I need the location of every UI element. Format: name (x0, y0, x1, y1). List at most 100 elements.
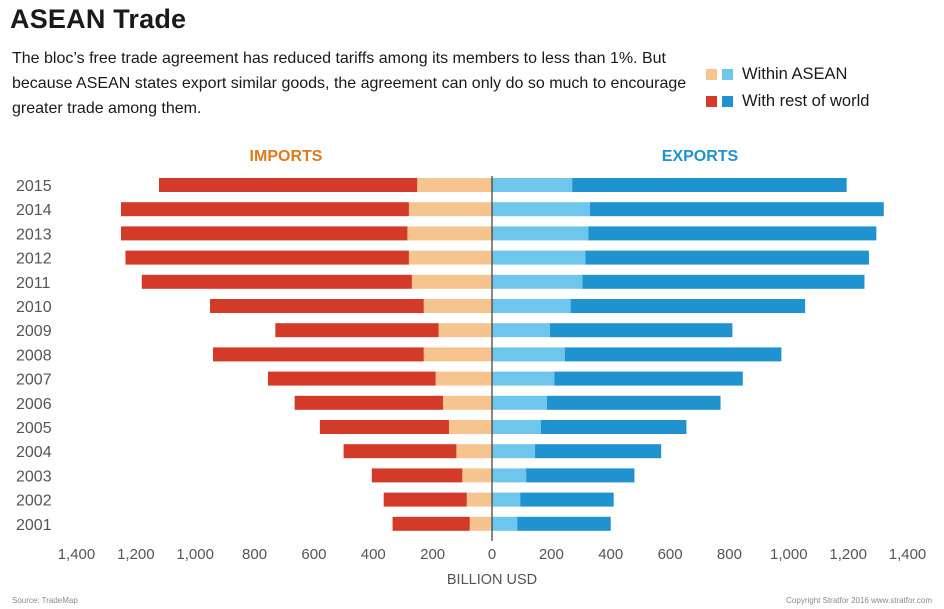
x-tick-1: 1,200 (117, 546, 155, 563)
bar-exports-rest-2002 (520, 492, 614, 507)
bar-exports-rest-2004 (535, 444, 662, 459)
bar-exports-within-2004 (492, 444, 536, 459)
bar-exports-rest-2008 (564, 347, 782, 362)
year-label-2008: 2008 (16, 347, 52, 364)
year-labels: 2015 2014 2013 2012 2011 2010 2009 2008 2007 2006… (16, 178, 52, 534)
chart-subtitle: The bloc’s free trade agreement has redu… (12, 50, 687, 117)
bar-imports-rest-2004 (343, 444, 457, 459)
bar-exports-within-2012 (492, 250, 586, 265)
x-tick-12: 1,000 (770, 546, 808, 563)
year-label-2012: 2012 (16, 251, 52, 268)
bar-exports-within-2001 (492, 516, 518, 531)
bar-imports-within-2013 (407, 226, 492, 241)
bar-imports-within-2015 (417, 178, 492, 192)
copyright-note: Copyright Stratfor 2016 www.stratfor.com (786, 596, 932, 605)
source-note: Source: TradeMap (12, 596, 78, 605)
bar-exports-rest-2009 (549, 323, 733, 338)
bar-imports-within-2006 (443, 395, 492, 410)
legend-item-rest: With rest of world (706, 88, 869, 115)
x-tick-3: 800 (242, 546, 267, 563)
x-tick-11: 800 (717, 546, 742, 563)
year-label-2015: 2015 (16, 178, 52, 195)
bar-imports-rest-2005 (319, 420, 449, 434)
bar-imports-rest-2008 (213, 347, 424, 362)
bar-exports-rest-2006 (546, 395, 721, 410)
legend-label-within: Within ASEAN (742, 65, 848, 83)
bar-imports-within-2012 (408, 250, 492, 265)
bar-exports-within-2006 (492, 395, 547, 410)
bar-imports-within-2011 (411, 274, 492, 289)
bar-exports-rest-2003 (526, 468, 635, 483)
x-tick-2: 1,000 (176, 546, 214, 563)
legend-swatch-within-exports (722, 69, 733, 80)
bar-imports-rest-2010 (210, 299, 424, 313)
x-tick-13: 1,200 (829, 546, 867, 563)
year-label-2005: 2005 (16, 420, 52, 437)
x-tick-0: 1,400 (58, 546, 96, 563)
year-label-2003: 2003 (16, 468, 52, 485)
bar-exports-within-2005 (492, 420, 541, 434)
imports-header: IMPORTS (250, 148, 323, 165)
bar-imports-within-2014 (408, 202, 492, 217)
bar-imports-rest-2012 (125, 250, 409, 265)
bar-exports-within-2003 (492, 468, 527, 483)
bar-imports-rest-2001 (392, 516, 470, 531)
bars-group (121, 178, 884, 531)
x-tick-labels: 1,400 1,200 1,000 800 600 400 200 0 200 400 600 800… (58, 546, 927, 563)
bar-imports-rest-2014 (121, 202, 409, 217)
bar-imports-within-2002 (466, 492, 492, 507)
bar-imports-within-2005 (448, 420, 492, 434)
bar-exports-within-2015 (492, 178, 573, 192)
year-label-2006: 2006 (16, 396, 52, 413)
legend-swatch-within-imports (706, 69, 717, 80)
bar-imports-rest-2013 (121, 226, 408, 241)
bar-imports-rest-2002 (383, 492, 467, 507)
bar-imports-rest-2015 (158, 178, 418, 192)
bar-exports-within-2011 (492, 274, 583, 289)
year-label-2007: 2007 (16, 372, 52, 389)
bar-imports-within-2010 (423, 299, 492, 313)
bar-imports-within-2003 (462, 468, 492, 483)
x-tick-5: 400 (361, 546, 386, 563)
x-tick-14: 1,400 (889, 546, 927, 563)
bar-exports-rest-2001 (517, 516, 611, 531)
year-label-2004: 2004 (16, 444, 52, 461)
year-label-2013: 2013 (16, 226, 52, 243)
bar-imports-within-2008 (423, 347, 492, 362)
bar-exports-rest-2005 (540, 420, 687, 434)
bar-imports-within-2007 (435, 371, 492, 386)
year-label-2001: 2001 (16, 517, 52, 534)
bar-exports-within-2009 (492, 323, 550, 338)
bar-exports-within-2002 (492, 492, 521, 507)
bar-exports-within-2008 (492, 347, 565, 362)
x-tick-9: 400 (598, 546, 623, 563)
chart-title: ASEAN Trade (10, 4, 187, 34)
bar-imports-within-2001 (469, 516, 492, 531)
bar-exports-rest-2014 (589, 202, 884, 217)
bar-exports-rest-2007 (554, 371, 743, 386)
x-tick-6: 200 (420, 546, 445, 563)
bar-exports-within-2014 (492, 202, 590, 217)
legend-item-within: Within ASEAN (706, 61, 869, 88)
bar-imports-rest-2003 (371, 468, 463, 483)
bar-imports-rest-2009 (275, 323, 439, 338)
year-label-2014: 2014 (16, 202, 52, 219)
x-tick-7: 0 (488, 546, 496, 563)
exports-header: EXPORTS (662, 148, 739, 165)
x-axis-label: BILLION USD (447, 572, 537, 588)
legend: Within ASEAN With rest of world (706, 61, 869, 115)
bar-imports-within-2009 (438, 323, 492, 338)
bar-imports-rest-2007 (267, 371, 436, 386)
year-label-2002: 2002 (16, 493, 52, 510)
year-label-2011: 2011 (16, 275, 51, 292)
x-tick-4: 600 (301, 546, 326, 563)
bar-exports-rest-2010 (570, 299, 806, 313)
bar-exports-within-2013 (492, 226, 589, 241)
x-tick-10: 600 (658, 546, 683, 563)
year-label-2010: 2010 (16, 299, 52, 316)
legend-label-rest: With rest of world (742, 92, 870, 110)
bar-imports-rest-2006 (294, 395, 444, 410)
legend-swatch-rest-exports (722, 96, 733, 107)
legend-swatch-rest-imports (706, 96, 717, 107)
